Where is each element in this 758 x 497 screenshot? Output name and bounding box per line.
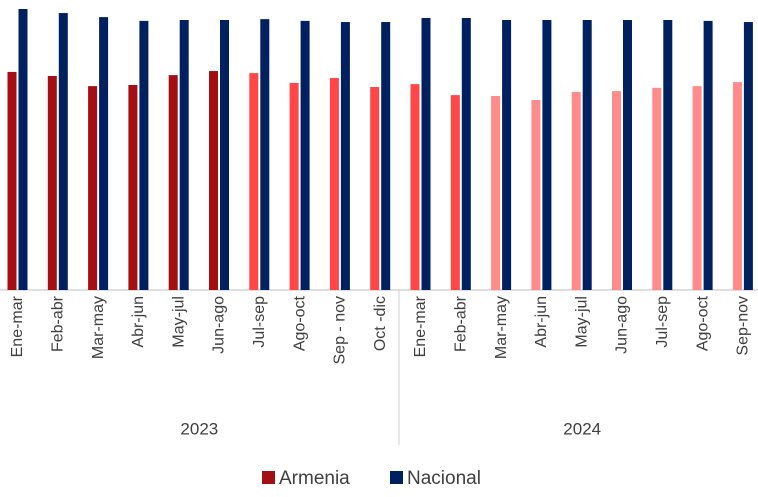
bar <box>421 17 431 290</box>
bar <box>18 8 28 291</box>
bar <box>450 95 460 291</box>
bar <box>381 22 391 290</box>
group-label: 2024 <box>563 419 601 438</box>
group-label: 2023 <box>180 419 218 438</box>
bar <box>582 20 592 290</box>
bar <box>652 87 662 291</box>
x-tick-label: Sep - nov <box>332 296 349 364</box>
bar <box>220 20 229 290</box>
bar <box>491 95 501 291</box>
bar <box>571 91 581 291</box>
legend-label: Armenia <box>279 468 350 489</box>
bar <box>743 22 753 290</box>
x-tick-label: Abr-jun <box>130 296 147 348</box>
legend-label: Nacional <box>407 468 481 489</box>
bar <box>260 19 270 290</box>
bar <box>139 20 149 290</box>
x-tick-label: Sep-nov <box>735 296 752 356</box>
bar <box>47 75 57 290</box>
bar <box>329 78 339 290</box>
x-tick-label: May-jul <box>573 296 590 348</box>
legend-swatch <box>390 471 403 484</box>
bar <box>58 13 68 291</box>
x-tick-label: Jun-ago <box>614 296 631 354</box>
bar <box>410 84 420 290</box>
x-tick-label: Ene-mar <box>412 295 429 357</box>
bar <box>168 75 178 290</box>
x-tick-label: Ene-mar <box>9 295 26 357</box>
x-tick-label: Oct -dic <box>372 296 389 351</box>
bar <box>7 71 17 290</box>
bar <box>370 87 380 290</box>
bar <box>179 20 189 290</box>
bar <box>703 20 713 290</box>
bar <box>340 22 350 290</box>
bar <box>502 20 512 290</box>
x-tick-label: Jul-sep <box>654 296 671 348</box>
x-tick-label: Mar-may <box>90 296 107 359</box>
bar <box>663 20 673 290</box>
bar <box>300 20 310 290</box>
bar <box>99 17 109 291</box>
x-tick-label: Ago-oct <box>291 295 308 351</box>
x-tick-label: May-jul <box>170 296 187 348</box>
bar <box>612 91 621 290</box>
bar <box>128 84 138 290</box>
bar <box>531 100 541 290</box>
x-tick-label: Jul-sep <box>251 296 268 348</box>
bar <box>249 73 259 290</box>
bar <box>542 20 552 290</box>
x-tick-label: Jun-ago <box>211 296 228 354</box>
x-tick-label: Mar-may <box>493 296 510 359</box>
bar <box>209 71 218 290</box>
bar <box>623 20 632 290</box>
bar <box>732 82 742 290</box>
legend-swatch <box>262 471 275 484</box>
x-tick-label: Abr-jun <box>533 296 550 348</box>
bar <box>461 17 471 290</box>
bar <box>88 86 98 290</box>
x-tick-label: Ago-oct <box>694 295 711 351</box>
bar <box>289 82 299 290</box>
bar <box>692 86 702 290</box>
x-tick-label: Feb-abr <box>453 295 470 352</box>
x-tick-label: Feb-abr <box>50 295 67 352</box>
